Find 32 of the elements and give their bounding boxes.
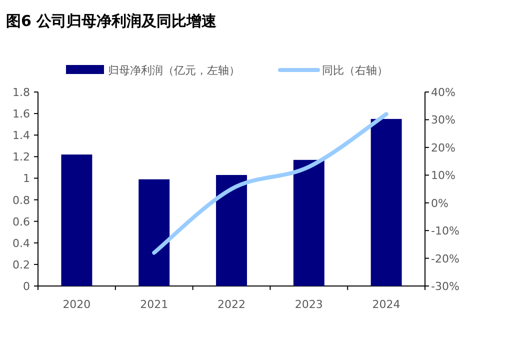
legend-label: 归母净利润（亿元，左轴） (108, 64, 240, 77)
line-series (152, 112, 388, 255)
y-tick-label: 0.2 (12, 258, 30, 272)
x-tick-label: 2021 (140, 298, 168, 311)
y2-tick-label: 40% (431, 86, 456, 99)
y-tick-label: 0 (23, 280, 30, 293)
y-tick-label: 1.6 (12, 108, 30, 121)
x-tick-label: 2023 (294, 298, 323, 311)
x-tick-label: 2020 (62, 298, 91, 311)
legend-label: 同比（右轴） (322, 64, 388, 77)
y2-tick-label: 0% (431, 196, 448, 210)
y-tick-label: 0.4 (12, 236, 30, 250)
y2-tick-label: 20% (431, 141, 456, 154)
y2-tick-label: -10% (431, 224, 460, 238)
y-tick-label: 1.4 (12, 129, 30, 142)
bar (61, 154, 92, 286)
y2-tick-label: -30% (431, 280, 460, 293)
y-tick-label: 1.2 (12, 150, 30, 164)
bar (138, 179, 170, 286)
y-tick-label: 1.8 (12, 86, 30, 99)
y-tick-label: 1 (23, 172, 30, 186)
y2-tick-label: 30% (431, 114, 456, 127)
bar (216, 174, 247, 286)
bar (370, 118, 402, 286)
x-tick-label: 2022 (218, 298, 246, 311)
y2-tick-label: -20% (431, 252, 460, 266)
y-tick-label: 0.6 (12, 215, 30, 228)
x-tick-label: 2024 (372, 298, 400, 311)
y2-tick-label: 10% (431, 169, 456, 182)
y-tick-label: 0.8 (12, 194, 30, 207)
bar (293, 160, 324, 286)
chart-title: 图6 公司归母净利润及同比增速 (6, 12, 218, 30)
